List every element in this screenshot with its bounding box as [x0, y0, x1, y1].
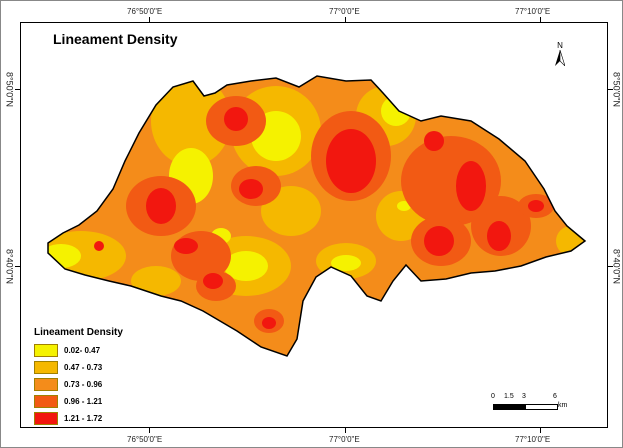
north-label: N	[557, 41, 563, 50]
map-frame	[20, 22, 608, 428]
bottom-label-3: 77°10'0"E	[515, 435, 551, 444]
legend-swatch	[34, 378, 58, 391]
legend-swatch	[34, 395, 58, 408]
legend-item: 0.02- 0.47	[34, 342, 123, 359]
legend-swatch	[34, 344, 58, 357]
legend: Lineament Density 0.02- 0.47 0.47 - 0.73…	[34, 327, 123, 427]
legend-item: 0.47 - 0.73	[34, 359, 123, 376]
legend-swatch	[34, 361, 58, 374]
legend-title: Lineament Density	[34, 327, 123, 338]
top-label-1: 76°50'0"E	[127, 7, 163, 16]
north-arrow: N	[555, 41, 566, 68]
bottom-label-1: 76°50'0"E	[127, 435, 163, 444]
map-title: Lineament Density	[53, 31, 178, 47]
legend-item: 1.21 - 1.72	[34, 410, 123, 427]
legend-item: 0.96 - 1.21	[34, 393, 123, 410]
legend-swatch	[34, 412, 58, 425]
bottom-label-2: 77°0'0"E	[329, 435, 360, 444]
top-label-2: 77°0'0"E	[329, 7, 360, 16]
north-arrow-icon	[555, 49, 566, 67]
legend-item: 0.73 - 0.96	[34, 376, 123, 393]
top-label-3: 77°10'0"E	[515, 7, 551, 16]
